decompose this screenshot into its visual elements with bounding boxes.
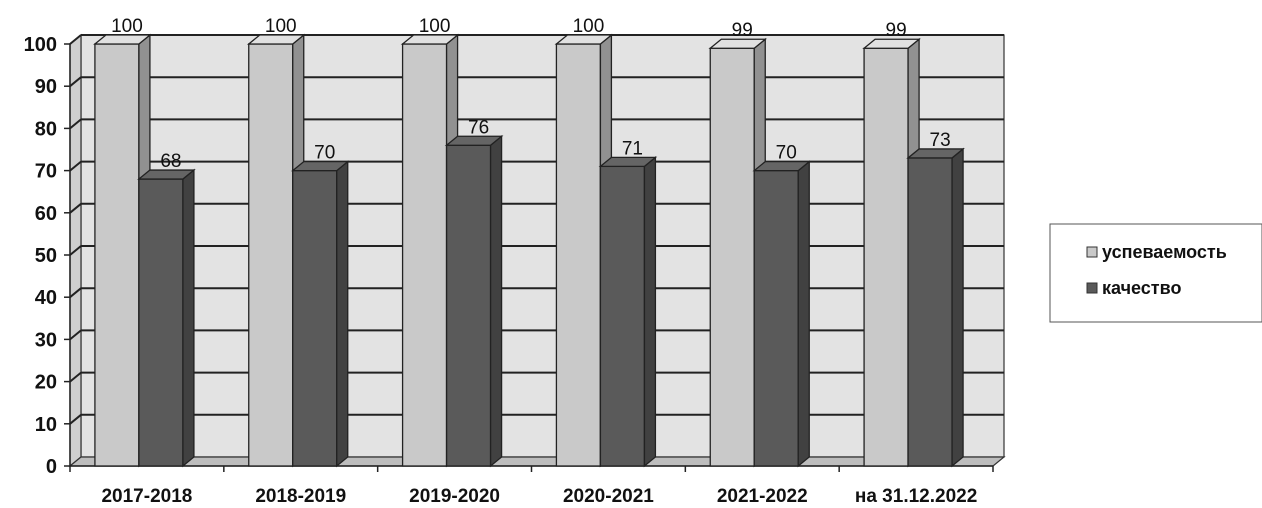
data-label: 71 [622,138,643,159]
data-label: 100 [573,16,605,37]
bar-uspevaemost [708,37,768,468]
x-tick-label: на 31.12.2022 [855,486,977,507]
x-axis-labels: 2017-2018 2018-2019 2019-2020 2020-2021 2021… [101,486,977,507]
data-label: 76 [468,117,489,138]
y-tick-label: 0 [46,456,57,478]
y-tick-label: 90 [35,76,57,98]
bar-kachestvo [752,160,812,468]
y-tick-label: 30 [35,329,57,351]
x-tick-label: 2019-2020 [409,486,500,507]
y-tick-label: 60 [35,203,57,225]
legend-label-kachestvo: качество [1102,278,1181,298]
x-tick-label: 2021-2022 [717,486,808,507]
y-tick-label: 20 [35,372,57,394]
bar-kachestvo [906,147,965,468]
bars: 100 68 100 70 100 76 100 71 99 70 99 73 [93,16,965,468]
data-label: 100 [111,16,143,37]
y-tick-label: 50 [35,245,57,267]
data-label: 70 [776,143,797,164]
y-tick-label: 80 [35,118,57,140]
bar-kachestvo [290,160,350,468]
y-tick-label: 40 [35,287,57,309]
data-label: 73 [930,130,951,151]
bar-kachestvo [137,168,196,468]
data-label: 68 [160,151,181,172]
x-tick-label: 2017-2018 [101,486,192,507]
data-label: 99 [886,20,907,41]
y-tick-label: 10 [35,414,57,436]
gridlines [69,34,1004,425]
data-label: 70 [314,143,335,164]
y-tick-label: 70 [35,161,57,183]
legend-label-uspevaemost: успеваемость [1102,242,1227,262]
x-tick-label: 2020-2021 [563,486,654,507]
legend-swatch-kachestvo [1086,282,1098,294]
legend: успеваемость качество [1049,223,1262,323]
data-label: 100 [419,16,451,37]
legend-swatch-uspevaemost [1086,246,1098,258]
y-axis-ticks: 0 10 20 30 40 50 60 70 80 90 100 [24,34,57,478]
x-tick-label: 2018-2019 [255,486,346,507]
bar-kachestvo [444,134,504,468]
axes [64,43,994,472]
data-label: 99 [732,20,753,41]
y-tick-label: 100 [24,34,57,56]
bar-kachestvo [598,156,658,468]
data-label: 100 [265,16,297,37]
